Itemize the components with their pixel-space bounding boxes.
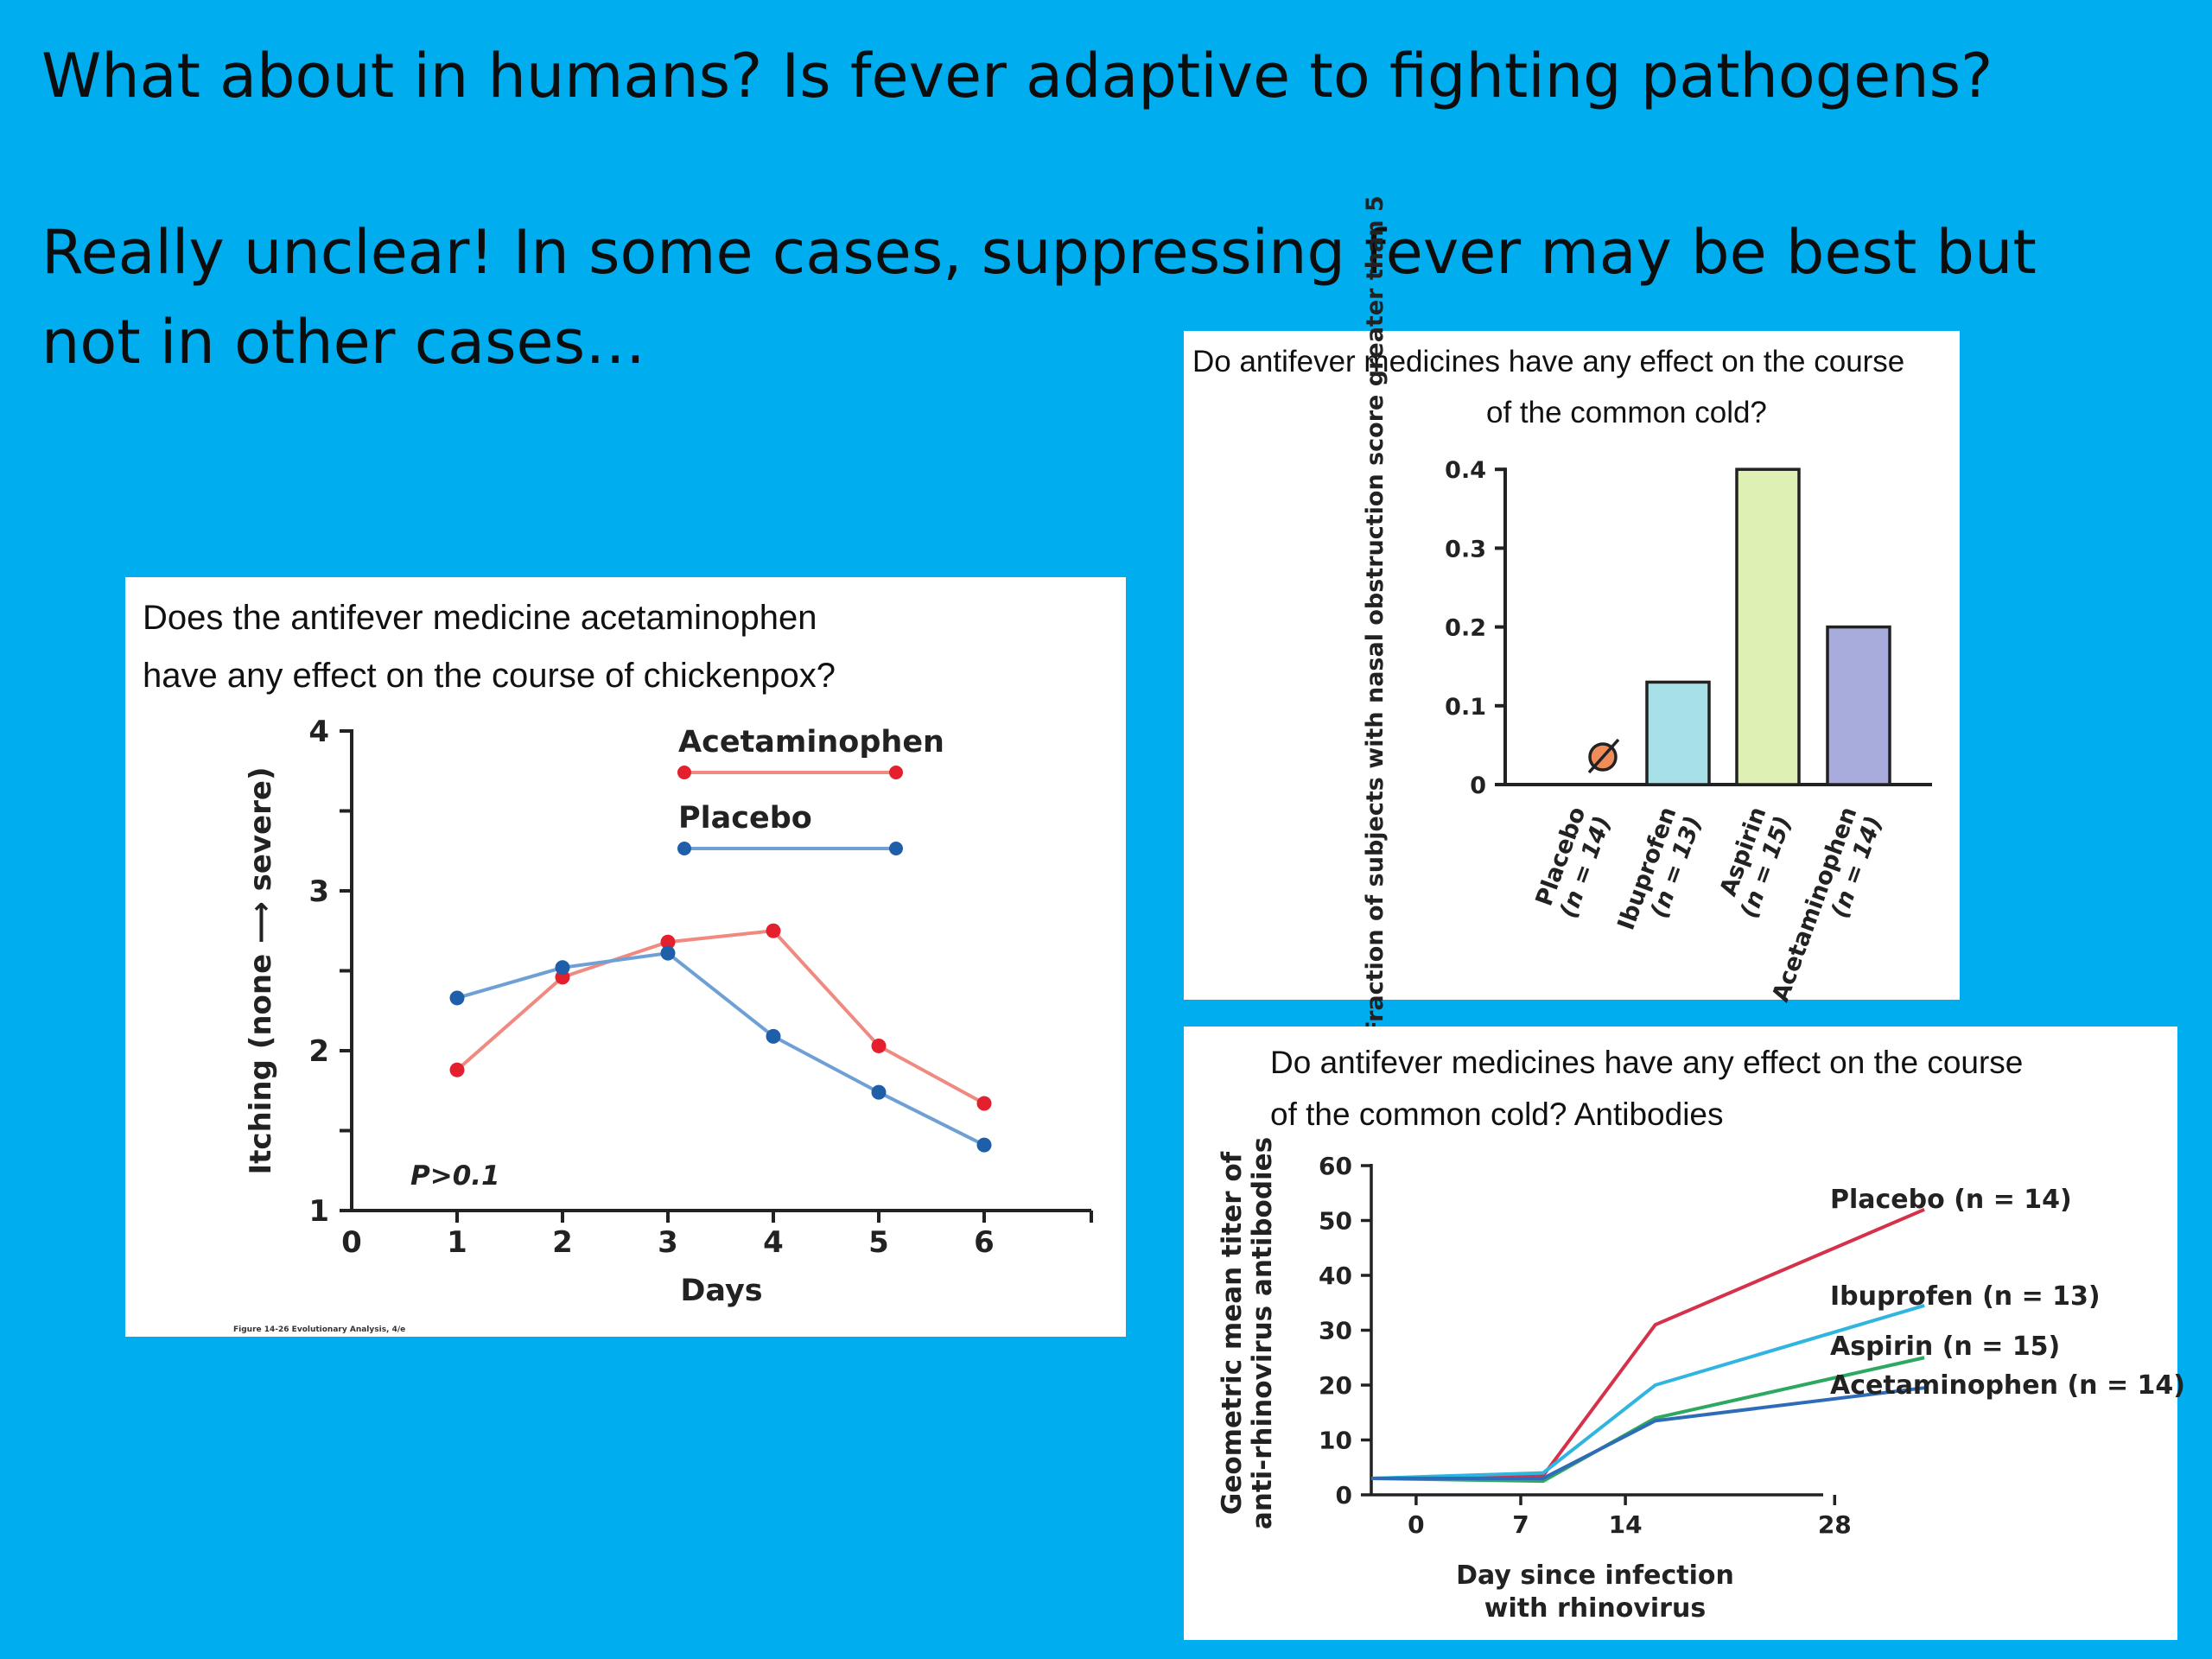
antibody-chart-panel: Do antifever medicines have any effect o… [1184,1027,2185,1640]
slide-body-text: Really unclear! In some cases, suppressi… [41,217,2037,378]
chickenpox-chart-panel: Does the antifever medicine acetaminophe… [125,577,1126,1337]
x-tick-label: 0 [1408,1510,1424,1539]
data-point [555,960,570,976]
x-tick-label: 3 [658,1225,678,1260]
series-line [1370,1304,1925,1480]
chickenpox-chart-caption: Does the antifever medicine acetaminophe… [143,589,1110,705]
series-end-label: Ibuprofen (n = 13) [1830,1281,2101,1312]
cold-bar-chart-svg: 0 0.1 0.2 0.3 0.4 Placebo(n = 14)Ibuprofen(n … [1362,195,1932,1037]
data-point [976,1137,992,1153]
cold-bar-chart-panel: Do antifever medicines have any effect o… [1184,195,1960,1037]
data-point [766,923,781,938]
x-category-label: Ibuprofen(n = 13) [1612,804,1707,943]
p-value-annotation: P>0.1 [410,1160,500,1192]
x-axis-label-line-2: with rhinovirus [1484,1593,1706,1624]
antibody-chart-svg: 0 7 14 28 0 10 20 30 40 50 60 Day since infectionwi… [1217,1137,2185,1624]
antibody-chart-caption: Do antifever medicines have any effect o… [1270,1037,2169,1141]
y-tick-label: 40 [1319,1262,1352,1290]
data-point [660,934,676,950]
legend-marker [889,842,903,855]
y-tick-label: 4 [308,715,329,749]
caption-line-1: Do antifever medicines have any effect o… [1192,345,1905,378]
y-tick-label: 0.1 [1445,694,1486,721]
caption-line-1: Do antifever medicines have any effect o… [1270,1045,2024,1080]
x-tick-label: 28 [1818,1510,1852,1539]
y-axis-label-line-1: Geometric mean titer of [1217,1151,1248,1515]
legend-marker [889,766,903,779]
y-tick-label: 0.4 [1445,457,1486,484]
series-line [1371,1386,1925,1480]
bar [1735,467,1801,786]
series-line [456,951,985,1147]
y-tick-label: 0 [1470,772,1486,799]
series-n: (n = 15) [1942,1332,2061,1362]
y-axis-label-line-2: anti-rhinovirus antibodies [1247,1137,1278,1529]
data-point [449,990,465,1006]
y-tick-label: 0 [1336,1481,1352,1510]
series-n: (n = 13) [1982,1281,2101,1312]
series-name: Acetaminophen [1830,1370,2067,1401]
series-name: Placebo [1830,1185,1954,1215]
x-tick-label: 7 [1512,1510,1529,1539]
zero-value-slash [1587,738,1620,774]
bar [1645,680,1711,786]
series-end-label: Aspirin (n = 15) [1830,1332,2060,1362]
series-end-label: Placebo (n = 14) [1830,1185,2072,1215]
x-tick-label: 6 [974,1225,995,1260]
cold-bar-chart-caption: Do antifever medicines have any effect o… [1192,336,1953,438]
series-end-label: Acetaminophen (n = 14) [1830,1370,2185,1401]
x-axis-label: Days [680,1274,762,1308]
y-tick-label: 3 [308,874,329,909]
y-tick-label: 20 [1319,1371,1352,1400]
series-n: (n = 14) [2067,1370,2185,1401]
caption-line-1: Does the antifever medicine acetaminophe… [143,599,817,637]
series-line [455,929,985,1105]
slide-heading: What about in humans? Is fever adaptive … [41,41,1993,111]
caption-line-2: have any effect on the course of chicken… [143,657,836,695]
x-tick-label: 4 [763,1225,784,1260]
data-point [976,1096,992,1111]
data-point [660,945,676,961]
x-tick-label: 0 [341,1225,362,1260]
y-tick-label: 0.3 [1445,536,1486,563]
figure-footnote: Figure 14-26 Evolutionary Analysis, 4/e [233,1325,406,1334]
caption-line-2: of the common cold? [1486,396,1767,429]
y-tick-label: 1 [308,1194,329,1229]
y-axis-label: Itching (none ⟶ severe) [244,767,278,1175]
y-tick-label: 10 [1319,1427,1352,1455]
series-name: Ibuprofen [1830,1281,1982,1312]
y-tick-label: 0.2 [1445,615,1486,642]
y-tick-label: 50 [1319,1207,1352,1236]
data-point [871,1084,887,1100]
data-point [449,1062,465,1077]
legend-marker [677,842,691,855]
series-n: (n = 14) [1954,1185,2072,1215]
x-tick-label: 14 [1609,1510,1643,1539]
data-point [871,1038,887,1053]
legend-label: Acetaminophen [678,725,944,760]
caption-line-2: of the common cold? Antibodies [1270,1096,1724,1132]
y-tick-label: 2 [308,1034,329,1069]
x-axis-label-line-1: Day since infection [1456,1560,1734,1591]
y-tick-label: 60 [1319,1152,1352,1180]
bar [1826,625,1891,786]
series-name: Aspirin [1830,1332,1942,1362]
x-tick-label: 1 [447,1225,467,1260]
y-tick-label: 30 [1319,1317,1352,1345]
data-point [766,1028,781,1044]
x-category-label: Aspirin(n = 15) [1710,804,1796,922]
x-tick-label: 2 [552,1225,573,1260]
x-tick-label: 5 [868,1225,889,1260]
legend-marker [677,766,691,779]
legend-label: Placebo [678,801,812,836]
y-axis-label: Fraction of subjects with nasal obstruct… [1362,195,1389,1036]
x-category-label: Placebo(n = 14) [1529,804,1616,922]
